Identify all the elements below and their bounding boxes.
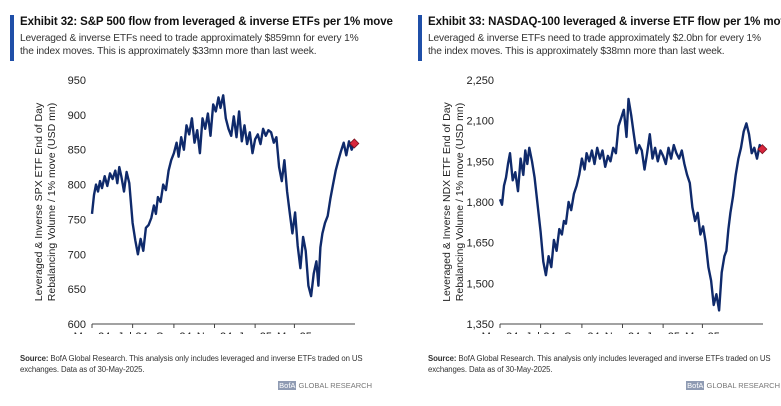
accent-bar: [10, 15, 14, 61]
x-tick-label: May-24: [482, 331, 519, 334]
chart-title: Exhibit 32: S&P 500 flow from leveraged …: [20, 16, 393, 28]
y-tick-label: 1,500: [466, 278, 494, 290]
line-chart-ndx: Leveraged & Inverse NDX ETF End of Day Re…: [441, 75, 768, 334]
x-tick-label: Nov-24: [605, 331, 640, 334]
brand-suffix: GLOBAL RESEARCH: [296, 381, 372, 390]
source-label: Source:: [428, 354, 457, 363]
x-tick-label: Sep-24: [564, 331, 599, 334]
source-label: Source:: [20, 354, 49, 363]
x-tick-label: Jul-24: [526, 331, 556, 334]
y-tick-label: 1,650: [466, 238, 494, 250]
chart-subtitle: Leveraged & inverse ETFs need to trade a…: [20, 33, 359, 57]
series-line: [90, 94, 356, 298]
y-tick-label: 650: [68, 284, 86, 296]
x-tick-label: May-24: [74, 331, 111, 334]
x-tick-label: Nov-24: [197, 331, 232, 334]
x-tick-label: Jan-25: [646, 331, 680, 334]
latest-value-marker: [349, 138, 360, 149]
brand-logo: BofA GLOBAL RESEARCH: [686, 381, 780, 390]
y-tick-label: 750: [68, 214, 86, 226]
chart-title: Exhibit 33: NASDAQ-100 leveraged & inver…: [428, 16, 781, 28]
brand-prefix: BofA: [278, 381, 297, 390]
y-axis-label-line-2: Rebalancing Volume / 1% move (USD mn): [46, 103, 58, 301]
y-tick-label: 850: [68, 145, 86, 157]
y-axis-label-line-2: Rebalancing Volume / 1% move (USD mn): [454, 103, 466, 301]
source-note: Source: BofA Global Research. This analy…: [20, 353, 375, 375]
x-tick-label: Mar-25: [277, 331, 312, 334]
source-note: Source: BofA Global Research. This analy…: [428, 353, 781, 375]
brand-logo: BofA GLOBAL RESEARCH: [278, 381, 372, 390]
x-tick-label: Jul-24: [118, 331, 148, 334]
x-tick-label: Mar-25: [685, 331, 720, 334]
y-tick-label: 1,800: [466, 197, 494, 209]
source-text: BofA Global Research. This analysis only…: [20, 354, 363, 374]
y-tick-label: 900: [68, 110, 86, 122]
x-tick-label: Sep-24: [156, 331, 191, 334]
y-tick-label: 2,100: [466, 116, 494, 128]
line-chart-spx: Leveraged & Inverse SPX ETF End of Day Re…: [33, 75, 360, 334]
brand-prefix: BofA: [686, 381, 705, 390]
y-tick-label: 800: [68, 180, 86, 192]
y-axis-label-line-1: Leveraged & Inverse SPX ETF End of Day: [33, 102, 45, 301]
y-axis-label-line-1: Leveraged & Inverse NDX ETF End of Day: [441, 101, 453, 301]
accent-bar: [418, 15, 422, 61]
y-tick-label: 1,950: [466, 156, 494, 168]
latest-value-marker: [757, 144, 768, 155]
y-tick-label: 950: [68, 75, 86, 87]
x-tick-label: Jan-25: [238, 331, 272, 334]
exhibit-32-panel: Exhibit 32: S&P 500 flow from leveraged …: [10, 0, 393, 406]
series-line: [498, 97, 764, 312]
y-tick-label: 2,250: [466, 75, 494, 87]
exhibit-33-panel: Exhibit 33: NASDAQ-100 leveraged & inver…: [418, 0, 781, 406]
source-text: BofA Global Research. This analysis only…: [428, 354, 771, 374]
y-tick-label: 1,350: [466, 319, 494, 331]
brand-suffix: GLOBAL RESEARCH: [704, 381, 780, 390]
y-tick-label: 600: [68, 319, 86, 331]
y-tick-label: 700: [68, 249, 86, 261]
chart-subtitle: Leveraged & inverse ETFs need to trade a…: [428, 33, 761, 57]
